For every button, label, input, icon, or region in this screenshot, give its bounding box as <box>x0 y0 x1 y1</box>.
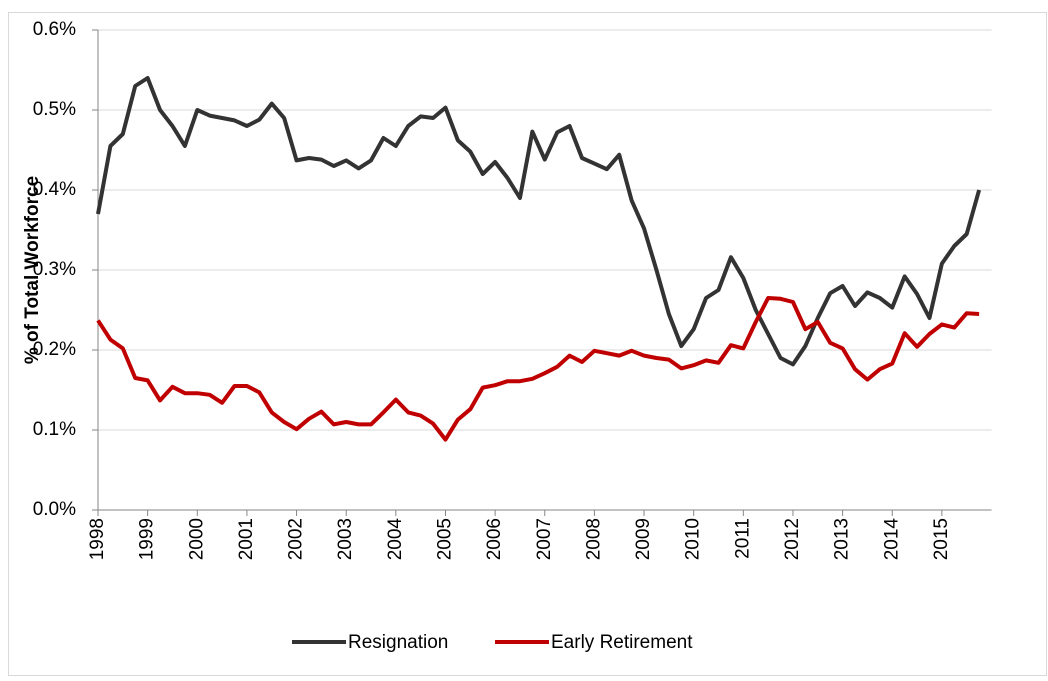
x-tick-label: 2003 <box>335 518 356 560</box>
x-tick-label: 2002 <box>286 518 307 560</box>
y-axis-title: % of Total Workforce <box>22 176 43 364</box>
x-tick-label: 1999 <box>137 518 158 560</box>
x-tick-label: 2008 <box>583 518 604 560</box>
x-tick-label: 2014 <box>881 518 902 561</box>
x-tick-label: 2013 <box>832 518 853 560</box>
x-tick-label: 2015 <box>931 518 952 560</box>
series-line <box>96 296 980 442</box>
x-tick-label: 2010 <box>683 518 704 560</box>
chart-border <box>8 12 1047 676</box>
y-tick-label: 0.6% <box>33 19 76 40</box>
x-tick-label: 2001 <box>236 518 257 560</box>
x-tick-label: 1998 <box>87 518 108 560</box>
x-tick-label: 2011 <box>732 518 753 559</box>
x-tick-label: 2000 <box>186 518 207 560</box>
series-line <box>96 76 982 367</box>
x-tick-label: 2005 <box>434 518 455 560</box>
y-tick-label: 0.4% <box>33 179 76 200</box>
x-tick-label: 2006 <box>484 518 505 560</box>
x-tick-label: 2004 <box>385 518 406 561</box>
y-tick-label: 0.2% <box>33 339 76 360</box>
x-tick-label: 2009 <box>633 518 654 560</box>
legend-label: Early Retirement <box>551 632 693 653</box>
y-tick-label: 0.0% <box>33 499 76 520</box>
x-tick-label: 2012 <box>782 518 803 560</box>
y-tick-label: 0.1% <box>33 419 76 440</box>
y-tick-label: 0.3% <box>33 259 76 280</box>
y-tick-label: 0.5% <box>33 99 76 120</box>
legend-label: Resignation <box>348 632 448 653</box>
x-tick-label: 2007 <box>534 518 555 560</box>
